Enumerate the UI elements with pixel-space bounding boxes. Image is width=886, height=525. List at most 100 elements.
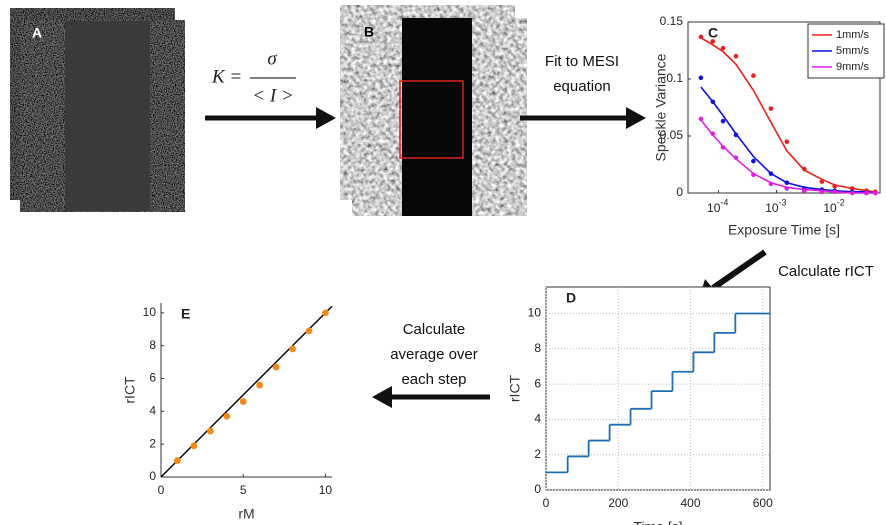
data-point	[289, 345, 296, 353]
step-text: Calculate rICT	[778, 263, 874, 280]
data-point	[784, 139, 790, 144]
y-tick-label: 0	[149, 469, 156, 483]
data-point	[305, 327, 313, 335]
data-point	[710, 99, 716, 105]
data-point	[720, 45, 726, 51]
data-point	[733, 132, 739, 138]
data-point	[174, 457, 181, 464]
data-point	[864, 190, 869, 196]
data-point	[206, 427, 214, 435]
data-point	[784, 180, 790, 186]
data-point	[698, 116, 704, 122]
x-axis-label: Time [s]	[633, 519, 682, 525]
data-point	[768, 106, 774, 111]
x-tick-label: 10	[823, 201, 837, 215]
x-tick-label: 400	[681, 496, 701, 510]
x-tick-label: 0	[543, 496, 550, 510]
arrow	[205, 107, 336, 129]
data-point	[802, 188, 807, 194]
y-tick-label: 2	[149, 436, 156, 450]
step-text: each step	[401, 371, 466, 388]
data-point	[190, 442, 198, 450]
data-point	[710, 39, 716, 44]
data-point	[849, 190, 855, 196]
fit-line	[160, 305, 333, 478]
y-tick-label: 0.05	[660, 128, 684, 142]
step-text: average over	[390, 346, 478, 363]
data-point	[802, 166, 807, 172]
data-point	[720, 118, 726, 124]
y-tick-label: 10	[143, 305, 157, 319]
x-axis-label: Exposure Time [s]	[728, 222, 840, 238]
plot-frame	[545, 286, 771, 491]
arrow	[520, 107, 646, 129]
data-point	[832, 189, 838, 195]
y-axis-label: rICT	[122, 376, 138, 404]
x-tick-exponent: -2	[837, 197, 845, 207]
x-tick-exponent: -3	[779, 197, 787, 207]
image-b: B	[340, 5, 528, 217]
data-point	[784, 186, 790, 191]
y-tick-label: 8	[149, 338, 156, 352]
equation-denominator: < I >	[252, 85, 293, 106]
y-tick-label: 2	[534, 447, 541, 461]
y-tick-label: 0	[676, 185, 683, 199]
data-point	[768, 171, 774, 176]
legend-label: 9mm/s	[836, 61, 870, 73]
y-tick-label: 6	[149, 371, 156, 385]
y-axis-label: Speckle Variance	[653, 53, 669, 161]
y-tick-label: 4	[149, 404, 156, 418]
data-point	[272, 363, 280, 371]
y-tick-label: 0.1	[666, 71, 683, 85]
y-tick-label: 4	[534, 412, 541, 426]
y-tick-label: 0	[534, 482, 541, 496]
y-tick-label: 0.15	[660, 14, 684, 28]
data-point	[768, 181, 774, 187]
data-point	[751, 172, 756, 178]
x-tick-label: 0	[158, 483, 165, 497]
data-point	[873, 190, 878, 196]
step-text: equation	[553, 78, 611, 95]
panel-label: A	[32, 25, 42, 41]
step-text: Calculate	[403, 321, 466, 338]
image-a: A	[10, 8, 186, 213]
data-point	[751, 73, 756, 78]
panel-label: C	[708, 25, 718, 41]
data-point	[698, 75, 704, 81]
data-point	[256, 381, 264, 389]
y-tick-label: 6	[534, 376, 541, 390]
data-point	[733, 155, 739, 160]
data-point	[720, 145, 726, 150]
x-tick-label: 10	[319, 483, 333, 497]
legend-label: 5mm/s	[836, 45, 870, 57]
data-point	[322, 309, 329, 317]
data-point	[733, 53, 739, 59]
x-tick-label: 10	[707, 201, 721, 215]
data-point	[751, 158, 756, 164]
data-point	[819, 179, 825, 184]
x-tick-label: 600	[753, 496, 773, 510]
panel-label: B	[364, 24, 374, 40]
y-tick-label: 8	[534, 341, 541, 355]
data-point	[223, 412, 231, 420]
y-tick-label: 10	[528, 306, 542, 320]
panel-label: D	[566, 290, 576, 306]
equation-lhs: K =	[211, 66, 242, 87]
y-axis-label: rICT	[507, 374, 523, 402]
step-text: Fit to MESI	[545, 53, 619, 70]
data-point	[698, 34, 704, 40]
x-tick-label: 5	[240, 483, 247, 497]
equation-numerator: σ	[267, 48, 277, 69]
data-point	[849, 186, 855, 191]
panel-label: E	[181, 306, 190, 322]
arrow	[372, 386, 490, 408]
equation: K = σ < I >	[211, 48, 296, 106]
x-axis-label: rM	[238, 506, 254, 522]
legend-label: 1mm/s	[836, 29, 870, 41]
x-tick-label: 10	[765, 201, 779, 215]
data-point	[832, 183, 838, 189]
data-point	[239, 398, 247, 405]
data-point	[710, 131, 716, 137]
